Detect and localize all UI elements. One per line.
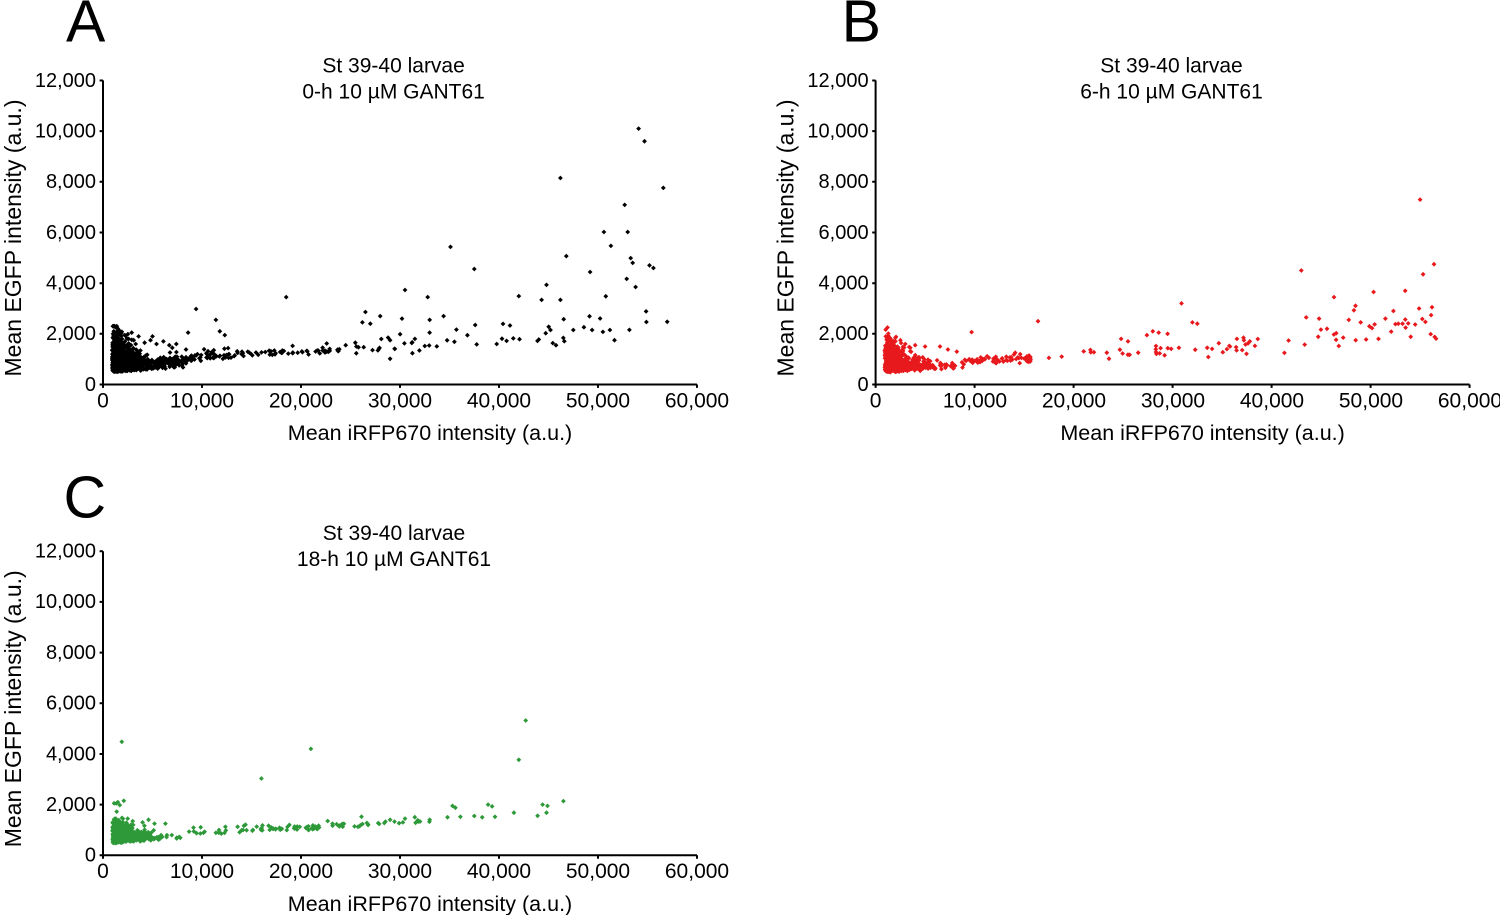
svg-text:C: C bbox=[64, 465, 107, 531]
svg-text:60,000: 60,000 bbox=[665, 389, 729, 412]
svg-text:8,000: 8,000 bbox=[46, 171, 96, 193]
svg-text:40,000: 40,000 bbox=[467, 389, 531, 412]
svg-text:Mean EGFP intensity (a.u.): Mean EGFP intensity (a.u.) bbox=[773, 100, 799, 377]
svg-text:20,000: 20,000 bbox=[1042, 389, 1106, 412]
svg-text:20,000: 20,000 bbox=[269, 389, 333, 412]
svg-text:A: A bbox=[66, 0, 106, 55]
svg-text:40,000: 40,000 bbox=[467, 860, 531, 883]
svg-text:Mean EGFP intensity (a.u.): Mean EGFP intensity (a.u.) bbox=[0, 570, 26, 847]
svg-text:4,000: 4,000 bbox=[46, 743, 96, 765]
svg-text:2,000: 2,000 bbox=[46, 794, 96, 816]
svg-text:8,000: 8,000 bbox=[46, 642, 96, 664]
svg-text:0: 0 bbox=[97, 860, 109, 883]
svg-text:20,000: 20,000 bbox=[269, 860, 333, 883]
svg-text:10,000: 10,000 bbox=[35, 120, 96, 142]
svg-text:0: 0 bbox=[85, 374, 96, 396]
svg-text:12,000: 12,000 bbox=[35, 541, 96, 563]
svg-text:6-h 10 µM GANT61: 6-h 10 µM GANT61 bbox=[1080, 81, 1263, 104]
svg-text:60,000: 60,000 bbox=[665, 860, 729, 883]
svg-text:Mean iRFP670 intensity (a.u.): Mean iRFP670 intensity (a.u.) bbox=[288, 892, 572, 915]
svg-text:B: B bbox=[842, 0, 881, 55]
svg-text:6,000: 6,000 bbox=[819, 222, 869, 244]
svg-text:12,000: 12,000 bbox=[35, 70, 96, 92]
svg-text:2,000: 2,000 bbox=[819, 323, 869, 345]
svg-text:40,000: 40,000 bbox=[1240, 389, 1304, 412]
svg-text:St 39-40 larvae: St 39-40 larvae bbox=[322, 55, 464, 78]
svg-text:0: 0 bbox=[870, 389, 882, 412]
svg-text:50,000: 50,000 bbox=[566, 389, 630, 412]
svg-text:Mean iRFP670 intensity (a.u.): Mean iRFP670 intensity (a.u.) bbox=[288, 421, 572, 445]
svg-text:10,000: 10,000 bbox=[807, 120, 868, 142]
svg-text:Mean EGFP intensity (a.u.): Mean EGFP intensity (a.u.) bbox=[0, 100, 26, 377]
svg-text:8,000: 8,000 bbox=[819, 171, 869, 193]
svg-text:St 39-40 larvae: St 39-40 larvae bbox=[323, 522, 465, 545]
svg-text:10,000: 10,000 bbox=[170, 389, 234, 412]
svg-text:6,000: 6,000 bbox=[46, 222, 96, 244]
svg-text:10,000: 10,000 bbox=[170, 860, 234, 883]
svg-text:50,000: 50,000 bbox=[566, 860, 630, 883]
svg-text:0: 0 bbox=[85, 845, 96, 867]
svg-text:4,000: 4,000 bbox=[46, 273, 96, 295]
svg-text:10,000: 10,000 bbox=[35, 591, 96, 613]
svg-text:18-h 10 µM GANT61: 18-h 10 µM GANT61 bbox=[297, 548, 491, 571]
svg-text:50,000: 50,000 bbox=[1339, 389, 1403, 412]
svg-text:10,000: 10,000 bbox=[943, 389, 1007, 412]
svg-text:Mean iRFP670 intensity (a.u.): Mean iRFP670 intensity (a.u.) bbox=[1060, 421, 1344, 445]
svg-text:30,000: 30,000 bbox=[1141, 389, 1205, 412]
svg-text:0-h 10 µM GANT61: 0-h 10 µM GANT61 bbox=[302, 81, 485, 104]
svg-text:St 39-40 larvae: St 39-40 larvae bbox=[1100, 55, 1242, 78]
svg-text:0: 0 bbox=[857, 374, 868, 396]
svg-text:2,000: 2,000 bbox=[46, 323, 96, 345]
svg-text:12,000: 12,000 bbox=[807, 70, 868, 92]
svg-text:6,000: 6,000 bbox=[46, 693, 96, 715]
svg-text:4,000: 4,000 bbox=[819, 273, 869, 295]
svg-text:30,000: 30,000 bbox=[368, 860, 432, 883]
svg-text:60,000: 60,000 bbox=[1438, 389, 1500, 412]
svg-text:30,000: 30,000 bbox=[368, 389, 432, 412]
svg-text:0: 0 bbox=[97, 389, 109, 412]
